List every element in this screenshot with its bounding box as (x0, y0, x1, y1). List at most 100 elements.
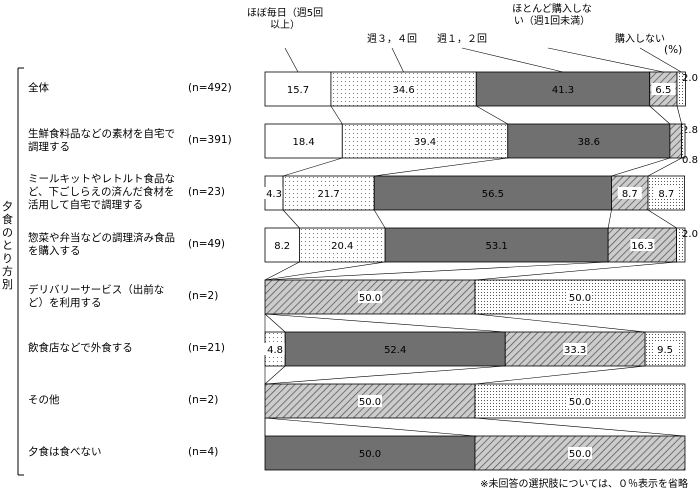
connector (330, 105, 343, 125)
value-label: 4.3 (266, 189, 282, 200)
connector (374, 157, 508, 177)
unit-label: (%) (664, 44, 683, 56)
value-label: 2.0 (682, 73, 698, 84)
label-bg (654, 187, 679, 199)
bar-segment (676, 71, 686, 107)
n-label: (n=2) (188, 290, 219, 302)
bar-segment (475, 71, 651, 107)
value-label: 4.8 (267, 345, 283, 356)
n-label: (n=4) (188, 446, 219, 458)
value-label: 56.5 (482, 189, 504, 200)
category-label: 惣菜や弁当などの調理済み食品を購入する (28, 232, 175, 257)
value-label: 50.0 (359, 397, 381, 408)
group-label: 夕食のとり方別 (2, 200, 13, 291)
connector (264, 365, 506, 385)
category-label: 生鮮食料品などの素材を自宅で調理する (28, 128, 175, 153)
bar-segment (676, 227, 686, 263)
label-bg (285, 83, 310, 95)
label-bg (291, 135, 316, 147)
n-label: (n=23) (188, 186, 226, 198)
connector (474, 261, 677, 281)
value-label: 50.0 (569, 449, 591, 460)
value-label: 33.3 (564, 345, 586, 356)
value-label: 21.7 (317, 189, 339, 200)
value-label: 52.4 (384, 345, 406, 356)
label-bg (358, 291, 382, 303)
category-label: その他 (28, 394, 60, 406)
connector (647, 157, 682, 177)
connector (264, 261, 609, 281)
connector (676, 105, 682, 125)
category-label: デリバリーサービス（出前など）を利用する (28, 284, 165, 309)
legend-leader (391, 47, 404, 73)
label-bg (263, 343, 288, 355)
n-label: (n=2) (188, 394, 219, 406)
connector (264, 261, 300, 281)
label-bg (563, 343, 588, 355)
label-bg (651, 83, 676, 95)
category-label: 夕食は食べない (28, 446, 102, 458)
connector (647, 209, 677, 229)
value-label: 8.2 (274, 241, 290, 252)
legend-leader (639, 47, 682, 73)
connector (264, 417, 476, 437)
label-bg (358, 395, 382, 407)
connector (607, 209, 612, 229)
connector (282, 157, 343, 177)
label-bg (262, 187, 287, 199)
category-label: 全体 (28, 82, 49, 94)
value-label: 50.0 (359, 449, 381, 460)
n-label: (n=492) (188, 82, 232, 94)
value-label: 16.3 (631, 241, 653, 252)
legend-label: ほとんど購入しない（週1回未満） (512, 4, 592, 27)
value-label: 2.0 (682, 229, 698, 240)
label-bg (316, 187, 341, 199)
category-label: 飲食店などで外食する (28, 342, 133, 354)
n-label: (n=21) (188, 342, 226, 354)
value-label: 39.4 (414, 137, 436, 148)
value-label: 9.5 (657, 345, 673, 356)
value-label: 50.0 (569, 397, 591, 408)
value-label: 6.5 (655, 85, 671, 96)
legend-label: 週１，２回 (437, 34, 487, 45)
connector (264, 313, 506, 333)
n-label: (n=391) (188, 134, 232, 146)
value-label: 50.0 (359, 293, 381, 304)
value-label: 0.8 (682, 155, 698, 166)
connector (264, 261, 386, 281)
connector (264, 313, 286, 333)
connector (373, 209, 386, 229)
connector (264, 365, 286, 385)
value-label: 15.7 (287, 85, 309, 96)
legend-leader (284, 47, 299, 73)
label-bg (270, 239, 295, 251)
value-label: 38.6 (578, 137, 600, 148)
value-label: 2.8 (682, 125, 698, 136)
connector (611, 157, 670, 177)
n-label: (n=49) (188, 238, 226, 250)
footnote: ※未回答の選択肢については、０％表示を省略 (480, 479, 688, 490)
label-bg (653, 343, 678, 355)
label-bg (630, 239, 655, 251)
value-label: 8.7 (658, 189, 674, 200)
connector (474, 365, 646, 385)
value-label: 34.6 (392, 85, 414, 96)
label-bg (568, 447, 592, 459)
value-label: 50.0 (569, 293, 591, 304)
bar-segment (681, 123, 686, 159)
connector (649, 105, 671, 125)
label-bg (568, 291, 592, 303)
connector (474, 417, 686, 437)
category-label: ミールキットやレトルト食品など、下ごしらえの済んだ食材を活用して自宅で調理する (28, 173, 175, 211)
legend-leader (547, 47, 664, 73)
value-label: 20.4 (331, 241, 353, 252)
label-bg (330, 239, 355, 251)
legend-label: ほぼ毎日（週5回以上） (246, 8, 324, 31)
connector (476, 105, 508, 125)
label-bg (617, 187, 642, 199)
value-label: 8.7 (622, 189, 638, 200)
label-bg (413, 135, 438, 147)
bar-segment (611, 175, 649, 211)
